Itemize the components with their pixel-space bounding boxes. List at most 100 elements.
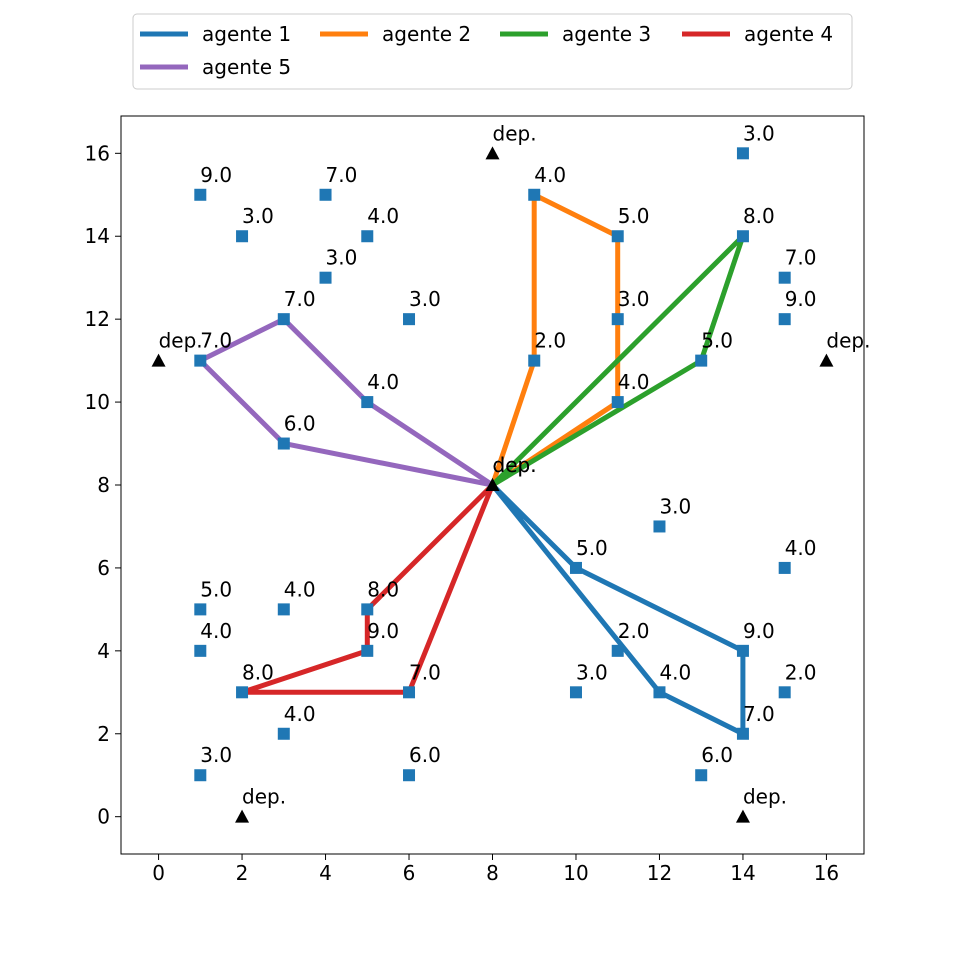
- customer-label: 2.0: [618, 619, 650, 643]
- legend-label-agente-5: agente 5: [202, 55, 291, 79]
- customer-marker: [611, 230, 624, 243]
- customer-marker: [319, 188, 332, 201]
- customer-label: 5.0: [200, 577, 232, 601]
- customer-label: 9.0: [200, 163, 232, 187]
- point-labels: 9.0 3.0 7.0 4.0 3.0 7.0 3.0 7.0 4.0 6.0 4.0 5.0 3.0 2…: [159, 121, 871, 808]
- route-lines: [196, 190, 746, 738]
- customer-marker: [778, 271, 791, 284]
- customer-label: 3.0: [659, 494, 691, 518]
- y-tick-label: 16: [85, 141, 110, 165]
- customer-label: 4.0: [284, 702, 316, 726]
- depot-marker: [485, 146, 500, 160]
- x-tick-label: 14: [730, 861, 755, 885]
- x-tick-label: 16: [814, 861, 839, 885]
- customer-marker: [736, 727, 749, 740]
- y-axis-ticks: 0 2 4 6 8 10 12 14 16: [85, 141, 121, 829]
- customer-marker: [277, 603, 290, 616]
- customer-label: 8.0: [743, 204, 775, 228]
- x-tick-label: 4: [319, 861, 332, 885]
- route-agente-5: [196, 316, 494, 488]
- customer-points: [194, 147, 791, 782]
- customer-label: 4.0: [785, 536, 817, 560]
- customer-label: 8.0: [242, 660, 274, 684]
- customer-label: 3.0: [326, 246, 358, 270]
- depot-label: dep.: [159, 329, 203, 353]
- x-axis-ticks: 0 2 4 6 8 10 12 14 16: [152, 854, 839, 885]
- y-tick-label: 6: [97, 556, 110, 580]
- customer-label: 7.0: [326, 163, 358, 187]
- customer-marker: [569, 686, 582, 699]
- legend-frame: [132, 13, 853, 90]
- customer-label: 3.0: [242, 204, 274, 228]
- y-tick-label: 2: [97, 722, 110, 746]
- customer-label: 6.0: [409, 743, 441, 767]
- customer-label: 7.0: [409, 660, 441, 684]
- customer-marker: [194, 769, 207, 782]
- customer-marker: [277, 313, 290, 326]
- route-agente-3: [490, 234, 746, 488]
- customer-label: 3.0: [200, 743, 232, 767]
- route-agente-4: [241, 483, 495, 695]
- y-tick-label: 4: [97, 639, 110, 663]
- customer-label: 4.0: [367, 370, 399, 394]
- customer-label: 2.0: [785, 660, 817, 684]
- customer-label: 7.0: [785, 246, 817, 270]
- customer-label: 6.0: [701, 743, 733, 767]
- customer-marker: [778, 686, 791, 699]
- customer-label: 5.0: [576, 536, 608, 560]
- legend-label-agente-4: agente 4: [744, 22, 833, 46]
- customer-label: 3.0: [409, 287, 441, 311]
- y-tick-label: 8: [97, 473, 110, 497]
- customer-label: 9.0: [743, 619, 775, 643]
- customer-label: 5.0: [701, 329, 733, 353]
- depot-marker: [151, 353, 166, 367]
- depot-label: dep.: [826, 329, 870, 353]
- customer-marker: [361, 396, 374, 409]
- customer-label: 4.0: [618, 370, 650, 394]
- route-agente-1: [490, 483, 746, 738]
- customer-label: 7.0: [284, 287, 316, 311]
- x-tick-label: 6: [403, 861, 416, 885]
- customer-marker: [277, 437, 290, 450]
- legend: agente 1 agente 2 agente 3 agente 4 agente 5: [132, 13, 853, 90]
- customer-marker: [236, 230, 249, 243]
- legend-label-agente-1: agente 1: [202, 22, 291, 46]
- customer-marker: [528, 354, 541, 367]
- customer-marker: [194, 603, 207, 616]
- customer-label: 9.0: [785, 287, 817, 311]
- customer-marker: [236, 686, 249, 699]
- customer-marker: [403, 769, 416, 782]
- customer-marker: [778, 313, 791, 326]
- y-tick-label: 14: [85, 224, 110, 248]
- y-tick-label: 0: [97, 805, 110, 829]
- x-tick-label: 0: [152, 861, 165, 885]
- customer-marker: [277, 727, 290, 740]
- customer-label: 3.0: [576, 660, 608, 684]
- customer-label: 4.0: [367, 204, 399, 228]
- depot-marker: [735, 809, 750, 823]
- customer-label: 6.0: [284, 412, 316, 436]
- customer-marker: [403, 313, 416, 326]
- depot-marker: [485, 478, 500, 491]
- customer-label: 4.0: [659, 660, 691, 684]
- customer-marker: [695, 354, 708, 367]
- customer-label: 8.0: [367, 577, 399, 601]
- customer-marker: [695, 769, 708, 782]
- x-tick-label: 2: [236, 861, 249, 885]
- customer-marker: [194, 188, 207, 201]
- customer-label: 2.0: [534, 329, 566, 353]
- y-tick-label: 10: [85, 390, 110, 414]
- legend-label-agente-3: agente 3: [562, 22, 651, 46]
- customer-label: 4.0: [534, 163, 566, 187]
- customer-label: 4.0: [284, 577, 316, 601]
- customer-label: 7.0: [200, 329, 232, 353]
- customer-marker: [361, 230, 374, 243]
- customer-label: 3.0: [743, 121, 775, 145]
- customer-marker: [361, 603, 374, 616]
- customer-label: 3.0: [618, 287, 650, 311]
- customer-marker: [611, 313, 624, 326]
- depot-label: dep.: [493, 453, 537, 477]
- customer-marker: [403, 686, 416, 699]
- depot-label: dep.: [743, 785, 787, 809]
- x-tick-label: 10: [563, 861, 588, 885]
